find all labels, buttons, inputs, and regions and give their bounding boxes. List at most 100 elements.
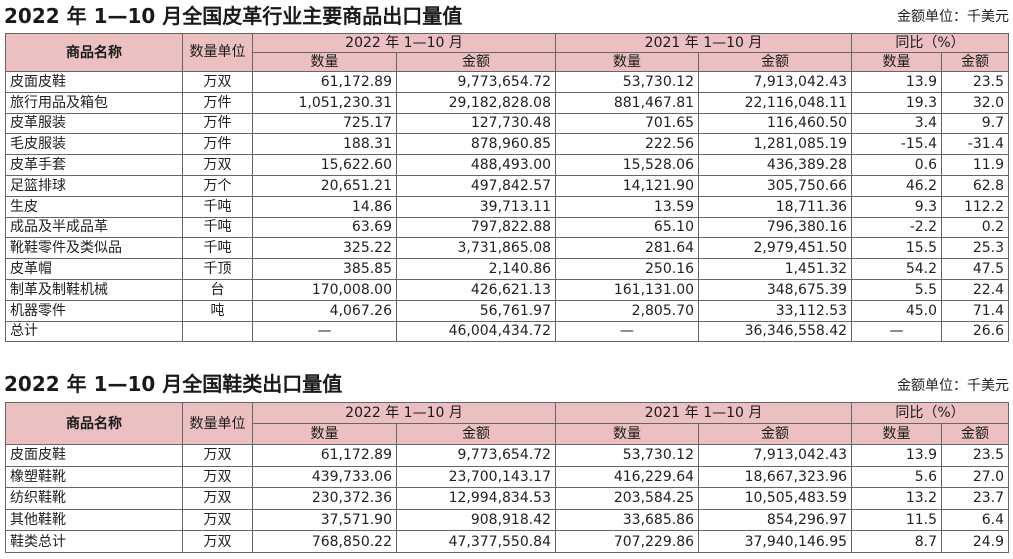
- cell-unit: 万双: [182, 508, 253, 532]
- cell-qty-yoy: 9.3: [851, 195, 943, 218]
- cell-amt-2022: 797,822.88: [395, 216, 557, 239]
- cell-qty-yoy: 15.5: [851, 237, 943, 260]
- cell-amt-2022: 29,182,828.08: [395, 91, 557, 114]
- cell-qty-2022: 170,008.00: [252, 278, 397, 301]
- header-qty-2021: 数量: [555, 423, 700, 445]
- cell-qty-yoy: 13.9: [851, 71, 943, 93]
- cell-qty-yoy: 13.2: [851, 487, 943, 510]
- cell-qty-yoy: 0.6: [851, 154, 943, 176]
- header-amt-yoy: 金额: [941, 52, 1010, 72]
- cell-amt-2022: 878,960.85: [395, 133, 557, 156]
- cell-amt-yoy: 32.0: [941, 91, 1010, 114]
- cell-amt-yoy: 71.4: [941, 299, 1010, 322]
- cell-name: 鞋类总计: [5, 530, 183, 553]
- cell-amt-2021: 305,750.66: [698, 174, 853, 197]
- cell-qty-2022: 325.22: [252, 237, 397, 260]
- cell-amt-2021: 116,460.50: [698, 112, 853, 135]
- cell-qty-yoy: 5.5: [851, 278, 943, 301]
- cell-qty-yoy: 11.5: [851, 508, 943, 532]
- cell-unit: 万双: [182, 154, 253, 176]
- cell-amt-2022: 12,994,834.53: [395, 487, 557, 510]
- cell-unit: [182, 320, 253, 343]
- cell-qty-yoy: 3.4: [851, 112, 943, 135]
- cell-name: 靴鞋零件及类似品: [5, 237, 183, 260]
- cell-qty-2022: 188.31: [252, 133, 397, 156]
- cell-amt-2021: 37,940,146.95: [698, 530, 853, 553]
- cell-qty-2021: 250.16: [555, 258, 700, 280]
- header-yoy: 同比（%）: [851, 33, 1010, 53]
- cell-amt-2021: 22,116,048.11: [698, 91, 853, 114]
- cell-unit: 万件: [182, 133, 253, 156]
- cell-amt-2021: 7,913,042.43: [698, 444, 853, 467]
- cell-qty-2022: 230,372.36: [252, 487, 397, 510]
- cell-qty-2021: 15,528.06: [555, 154, 700, 176]
- header-period-2021: 2021 年 1—10 月: [555, 33, 853, 53]
- cell-amt-yoy: 23.5: [941, 71, 1010, 93]
- cell-amt-2022: 56,761.97: [395, 299, 557, 322]
- header-amt-yoy: 金额: [941, 423, 1010, 445]
- cell-name: 旅行用品及箱包: [5, 91, 183, 114]
- cell-unit: 万双: [182, 444, 253, 467]
- cell-amt-2021: 18,711.36: [698, 195, 853, 218]
- cell-amt-2022: 127,730.48: [395, 112, 557, 135]
- table-row: 鞋类总计 万双 768,850.22 47,377,550.84 707,229.86 3…: [5, 530, 1010, 553]
- cell-qty-2021: 222.56: [555, 133, 700, 156]
- cell-amt-2021: 1,281,085.19: [698, 133, 853, 156]
- header-name: 商品名称: [5, 33, 183, 72]
- table-row: 橡塑鞋靴 万双 439,733.06 23,700,143.17 416,229.64 1…: [5, 465, 1010, 489]
- cell-qty-2022: 61,172.89: [252, 71, 397, 93]
- header-qty-2021: 数量: [555, 52, 700, 72]
- header-unit: 数量单位: [182, 402, 253, 445]
- header-qty-yoy: 数量: [851, 52, 943, 72]
- cell-amt-2022: 497,842.57: [395, 174, 557, 197]
- header-qty-yoy: 数量: [851, 423, 943, 445]
- table1: 商品名称 数量单位 2022 年 1—10 月 2021 年 1—10 月 同比…: [5, 33, 1010, 343]
- cell-amt-2022: 47,377,550.84: [395, 530, 557, 553]
- cell-qty-yoy: 46.2: [851, 174, 943, 197]
- header-qty-2022: 数量: [252, 423, 397, 445]
- cell-name: 足篮排球: [5, 174, 183, 197]
- table-row: 成品及半成品革 千吨 63.69 797,822.88 65.10 796,380.16-…: [5, 216, 1010, 239]
- cell-unit: 万双: [182, 487, 253, 510]
- cell-amt-2021: 854,296.97: [698, 508, 853, 532]
- cell-amt-2021: 33,112.53: [698, 299, 853, 322]
- cell-qty-yoy: -2.2: [851, 216, 943, 239]
- cell-qty-2021: 203,584.25: [555, 487, 700, 510]
- table-row: 毛皮服装 万件 188.31 878,960.85 222.56 1,281,085.19…: [5, 133, 1010, 156]
- cell-amt-2021: 796,380.16: [698, 216, 853, 239]
- table1-unit-note: 金额单位：千美元: [897, 9, 1009, 25]
- cell-name: 机器零件: [5, 299, 183, 322]
- cell-qty-2021: 33,685.86: [555, 508, 700, 532]
- cell-name: 皮革帽: [5, 258, 183, 280]
- cell-name: 纺织鞋靴: [5, 487, 183, 510]
- cell-name: 皮革手套: [5, 154, 183, 176]
- cell-qty-yoy: 13.9: [851, 444, 943, 467]
- table-row: 旅行用品及箱包 万件 1,051,230.31 29,182,828.08 881,46…: [5, 91, 1010, 114]
- table-row: 纺织鞋靴 万双 230,372.36 12,994,834.53 203,584.25 1…: [5, 487, 1010, 510]
- header-amt-2022: 金额: [395, 52, 557, 72]
- cell-name: 其他鞋靴: [5, 508, 183, 532]
- cell-name: 成品及半成品革: [5, 216, 183, 239]
- cell-qty-yoy: —: [851, 320, 943, 343]
- cell-name: 皮革服装: [5, 112, 183, 135]
- cell-unit: 吨: [182, 299, 253, 322]
- cell-qty-yoy: 19.3: [851, 91, 943, 114]
- cell-amt-2022: 23,700,143.17: [395, 465, 557, 489]
- cell-qty-yoy: -15.4: [851, 133, 943, 156]
- table-row: 皮革服装 万件 725.17 127,730.48 701.65 116,460.50 3.…: [5, 112, 1010, 135]
- cell-qty-2022: 61,172.89: [252, 444, 397, 467]
- table-row: 制革及制鞋机械台 170,008.00 426,621.13 161,131.00 34…: [5, 278, 1010, 301]
- cell-name: 毛皮服装: [5, 133, 183, 156]
- cell-amt-yoy: 0.2: [941, 216, 1010, 239]
- cell-qty-2022: 439,733.06: [252, 465, 397, 489]
- cell-qty-2021: 281.64: [555, 237, 700, 260]
- cell-qty-2022: 63.69: [252, 216, 397, 239]
- table2-title: 2022 年 1—10 月全国鞋类出口量值: [4, 372, 343, 396]
- table-row: 总计 —46,004,434.72—36,346,558.42—26.6: [5, 320, 1010, 343]
- table-row: 足篮排球 万个 20,651.21 497,842.57 14,121.90 305,75…: [5, 174, 1010, 197]
- cell-amt-yoy: 6.4: [941, 508, 1010, 532]
- cell-amt-yoy: 112.2: [941, 195, 1010, 218]
- cell-amt-2022: 39,713.11: [395, 195, 557, 218]
- table-row: 皮革手套 万双 15,622.60 488,493.00 15,528.06 436,38…: [5, 154, 1010, 176]
- cell-amt-yoy: 47.5: [941, 258, 1010, 280]
